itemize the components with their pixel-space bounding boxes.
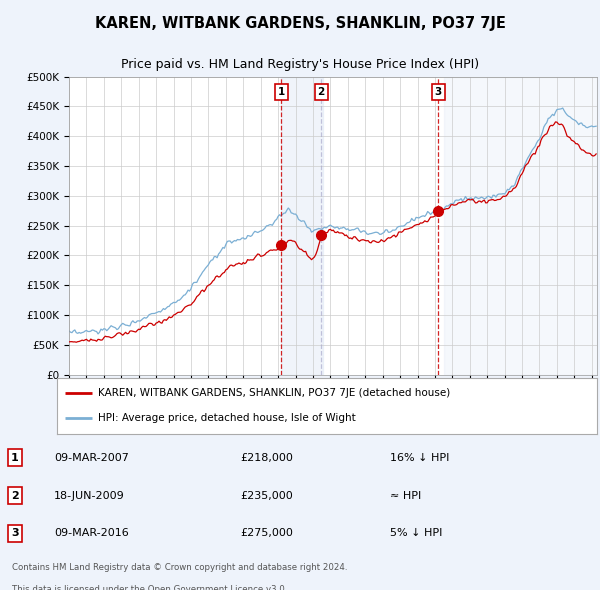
Text: Price paid vs. HM Land Registry's House Price Index (HPI): Price paid vs. HM Land Registry's House … — [121, 58, 479, 71]
Text: 09-MAR-2007: 09-MAR-2007 — [54, 453, 129, 463]
Text: 3: 3 — [434, 87, 442, 97]
KAREN, WITBANK GARDENS, SHANKLIN, PO37 7JE (detached house) — [593, 150, 600, 158]
HPI: Average price, detached house, Isle of Wight: (2e+03, 7.33e+04): Average price, detached house, Isle of W… — [65, 327, 73, 335]
Text: 2: 2 — [317, 87, 325, 97]
HPI: Average price, detached house, Isle of Wight: (2e+03, 7.05e+04): Average price, detached house, Isle of W… — [73, 329, 80, 336]
KAREN, WITBANK GARDENS, SHANKLIN, PO37 7JE (detached house) — [74, 338, 82, 345]
Text: Contains HM Land Registry data © Crown copyright and database right 2024.: Contains HM Land Registry data © Crown c… — [12, 563, 347, 572]
Text: 16% ↓ HPI: 16% ↓ HPI — [390, 453, 449, 463]
Text: £218,000: £218,000 — [240, 453, 293, 463]
Text: KAREN, WITBANK GARDENS, SHANKLIN, PO37 7JE (detached house): KAREN, WITBANK GARDENS, SHANKLIN, PO37 7… — [97, 388, 450, 398]
KAREN, WITBANK GARDENS, SHANKLIN, PO37 7JE (detached house) — [137, 326, 144, 333]
Line: HPI: Average price, detached house, Isle of Wight: HPI: Average price, detached house, Isle… — [69, 108, 596, 334]
KAREN, WITBANK GARDENS, SHANKLIN, PO37 7JE (detached house) — [87, 336, 94, 343]
Text: 1: 1 — [11, 453, 19, 463]
Text: This data is licensed under the Open Government Licence v3.0.: This data is licensed under the Open Gov… — [12, 585, 287, 590]
HPI: Average price, detached house, Isle of Wight: (2.03e+03, 4.17e+05): Average price, detached house, Isle of W… — [593, 123, 600, 130]
Text: 09-MAR-2016: 09-MAR-2016 — [54, 529, 129, 538]
HPI: Average price, detached house, Isle of Wight: (2e+03, 1.75e+05): Average price, detached house, Isle of W… — [200, 267, 208, 274]
Text: ≈ HPI: ≈ HPI — [390, 491, 421, 500]
Bar — [281, 77, 323, 375]
Text: 2: 2 — [11, 491, 19, 500]
Text: 5% ↓ HPI: 5% ↓ HPI — [390, 529, 442, 538]
Text: KAREN, WITBANK GARDENS, SHANKLIN, PO37 7JE: KAREN, WITBANK GARDENS, SHANKLIN, PO37 7… — [95, 17, 505, 31]
Text: 1: 1 — [278, 87, 285, 97]
KAREN, WITBANK GARDENS, SHANKLIN, PO37 7JE (detached house) — [552, 119, 559, 126]
HPI: Average price, detached house, Isle of Wight: (2.02e+03, 4.47e+05): Average price, detached house, Isle of W… — [559, 104, 566, 112]
Text: £235,000: £235,000 — [240, 491, 293, 500]
KAREN, WITBANK GARDENS, SHANKLIN, PO37 7JE (detached house) — [65, 338, 73, 345]
HPI: Average price, detached house, Isle of Wight: (2e+03, 8.98e+04): Average price, detached house, Isle of W… — [137, 317, 144, 324]
Text: 18-JUN-2009: 18-JUN-2009 — [54, 491, 125, 500]
HPI: Average price, detached house, Isle of Wight: (2e+03, 7.04e+04): Average price, detached house, Isle of W… — [68, 329, 76, 336]
Text: £275,000: £275,000 — [240, 529, 293, 538]
KAREN, WITBANK GARDENS, SHANKLIN, PO37 7JE (detached house) — [437, 207, 445, 214]
Line: KAREN, WITBANK GARDENS, SHANKLIN, PO37 7JE (detached house): KAREN, WITBANK GARDENS, SHANKLIN, PO37 7… — [69, 122, 596, 342]
Text: HPI: Average price, detached house, Isle of Wight: HPI: Average price, detached house, Isle… — [97, 413, 355, 423]
KAREN, WITBANK GARDENS, SHANKLIN, PO37 7JE (detached house) — [73, 339, 80, 346]
HPI: Average price, detached house, Isle of Wight: (2e+03, 6.84e+04): Average price, detached house, Isle of W… — [94, 330, 101, 337]
Text: 3: 3 — [11, 529, 19, 538]
KAREN, WITBANK GARDENS, SHANKLIN, PO37 7JE (detached house) — [200, 288, 208, 295]
HPI: Average price, detached house, Isle of Wight: (2.02e+03, 2.79e+05): Average price, detached house, Isle of W… — [437, 205, 445, 212]
Bar — [443, 77, 597, 375]
KAREN, WITBANK GARDENS, SHANKLIN, PO37 7JE (detached house) — [68, 338, 76, 345]
HPI: Average price, detached house, Isle of Wight: (2e+03, 7.23e+04): Average price, detached house, Isle of W… — [86, 328, 93, 335]
